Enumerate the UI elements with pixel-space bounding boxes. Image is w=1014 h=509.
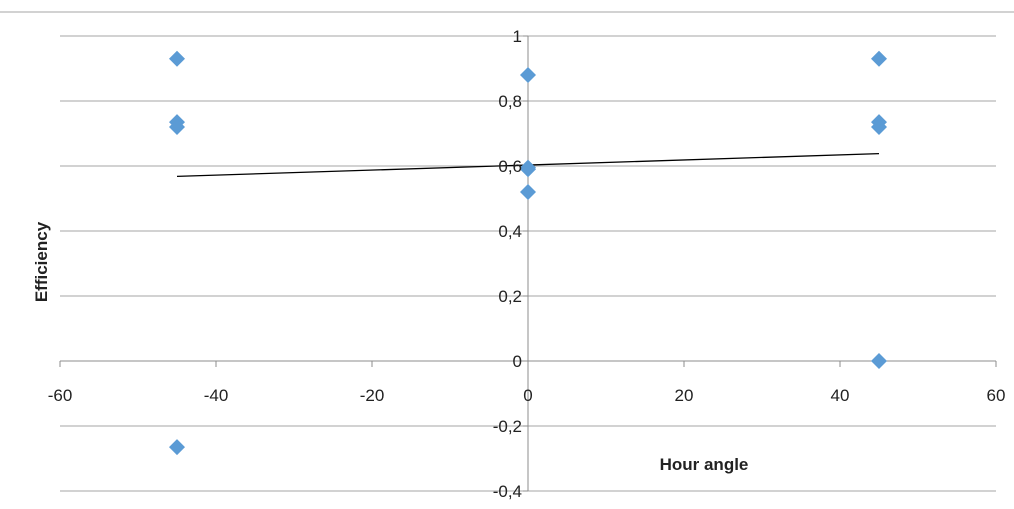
data-point xyxy=(520,161,536,178)
data-point xyxy=(520,67,536,83)
y-tick-label: 0,8 xyxy=(498,92,522,111)
y-tick-label: 1 xyxy=(513,27,522,46)
data-point xyxy=(169,50,185,67)
data-point xyxy=(520,184,536,200)
data-point xyxy=(871,50,887,67)
x-axis-title: Hour angle xyxy=(660,455,749,474)
y-axis-title: Efficiency xyxy=(32,221,51,302)
y-tick-label: 0,2 xyxy=(498,287,522,306)
axes xyxy=(59,35,997,492)
x-tick-label: 40 xyxy=(831,386,850,405)
x-tick-label: -20 xyxy=(360,386,385,405)
y-tick-label: 0,6 xyxy=(498,157,522,176)
x-tick-label: -60 xyxy=(48,386,73,405)
y-tick-label: 0,4 xyxy=(498,222,522,241)
x-tick-label: 0 xyxy=(523,386,532,405)
x-tick-label: -40 xyxy=(204,386,229,405)
x-tick-label: 20 xyxy=(675,386,694,405)
y-tick-label: -0,4 xyxy=(493,482,522,501)
x-tick-label: 60 xyxy=(987,386,1006,405)
data-point xyxy=(169,439,185,456)
y-tick-label: -0,2 xyxy=(493,417,522,436)
data-points xyxy=(169,50,887,456)
y-tick-label: 0 xyxy=(513,352,522,371)
tick-labels: 10,80,60,40,20-0,2-0,4-60 -40 -20 0 20 40 60 xyxy=(48,27,1006,501)
data-point xyxy=(871,119,887,135)
data-point xyxy=(169,119,185,135)
data-point xyxy=(871,353,887,369)
